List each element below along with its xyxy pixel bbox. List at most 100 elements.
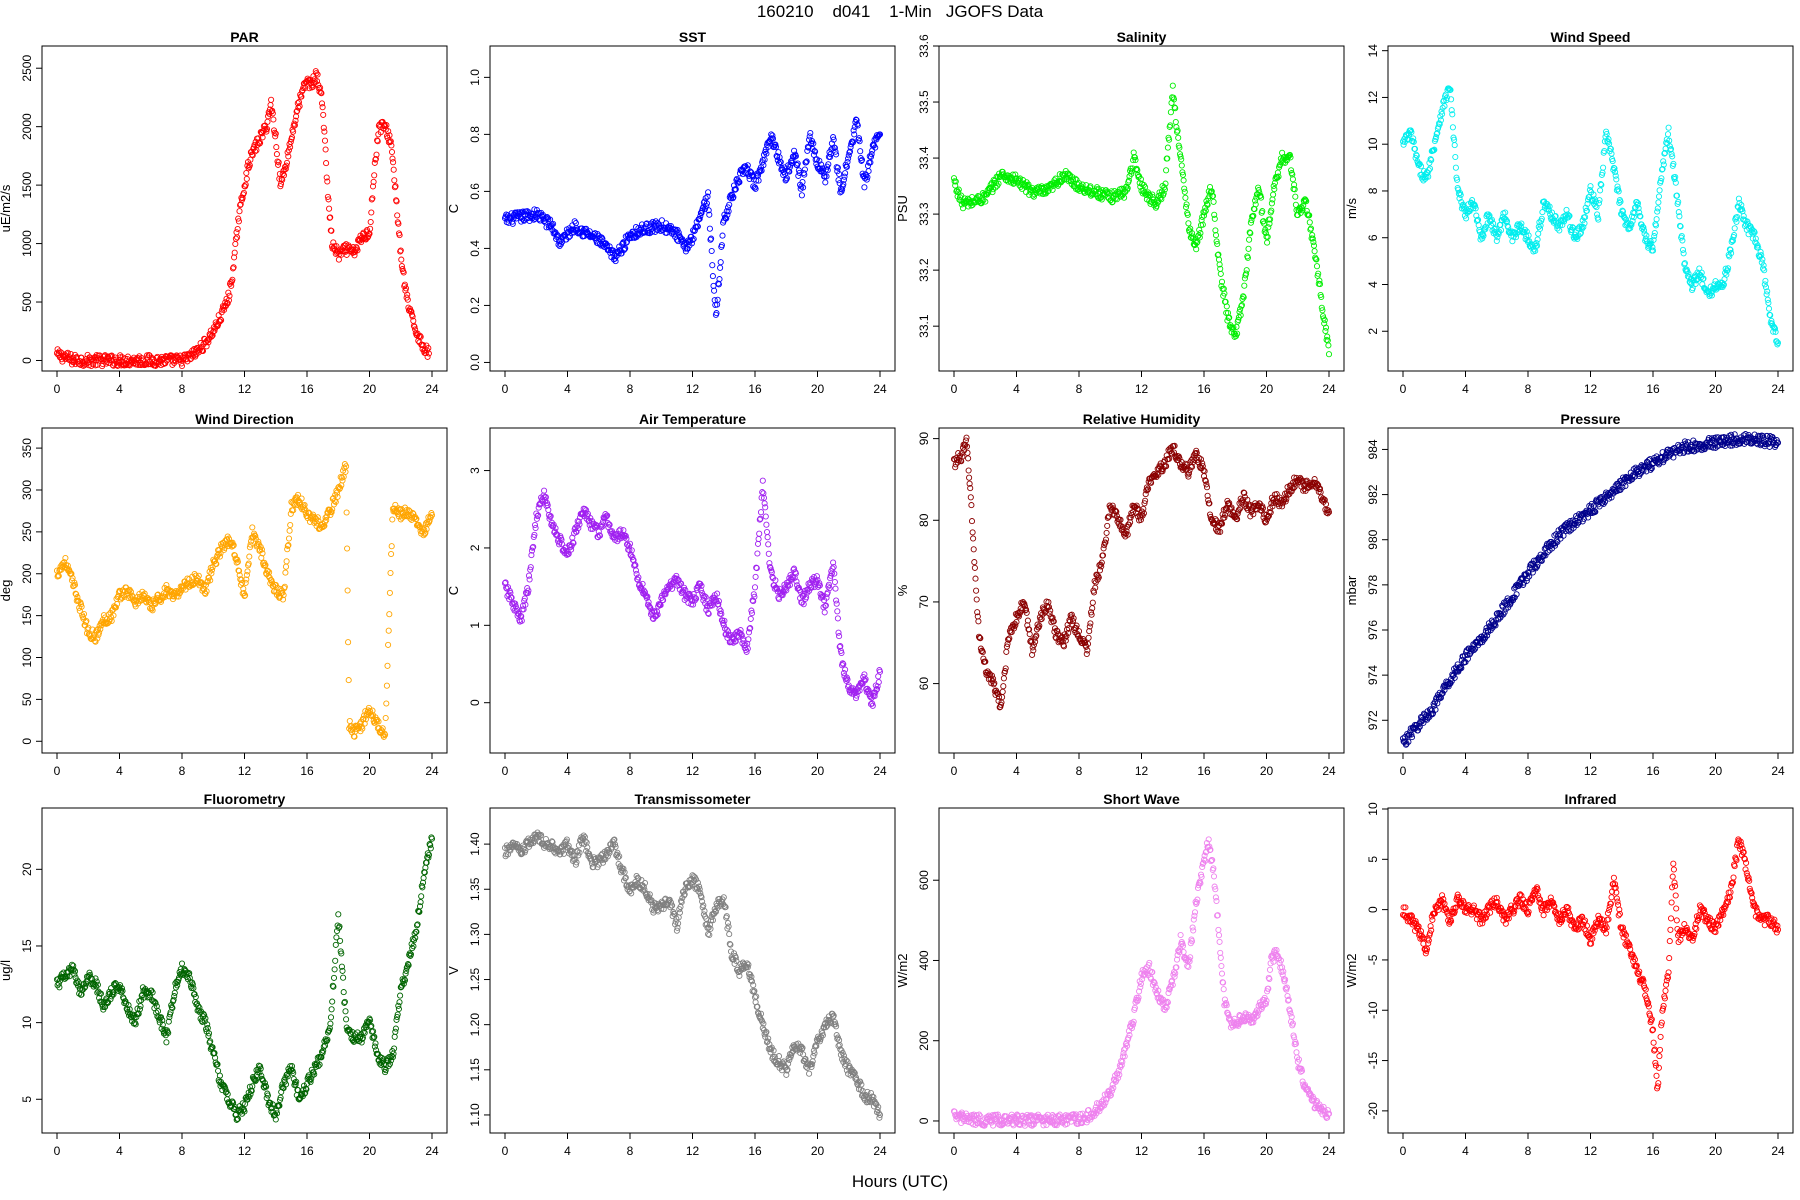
data-point <box>833 600 840 607</box>
data-point <box>294 107 301 114</box>
data-point <box>1655 193 1663 200</box>
x-tick-label: 24 <box>873 764 887 778</box>
data-point <box>232 240 239 248</box>
data-point <box>691 228 698 235</box>
data-point <box>1000 675 1007 682</box>
x-tick-label: 12 <box>1135 764 1149 778</box>
data-point <box>388 543 395 550</box>
data-point <box>1452 153 1459 161</box>
data-point <box>968 502 975 509</box>
data-point <box>872 144 879 151</box>
y-tick-label: 978 <box>1366 575 1380 595</box>
data-point <box>825 161 832 168</box>
data-point <box>757 509 765 516</box>
x-tick-label: 24 <box>1322 382 1336 396</box>
data-point <box>804 147 811 154</box>
data-point <box>215 321 222 328</box>
y-tick-label: 0.4 <box>468 240 482 257</box>
data-point <box>275 159 282 166</box>
data-point <box>867 159 874 166</box>
x-tick-label: 24 <box>425 764 439 778</box>
data-point <box>773 152 780 160</box>
data-point <box>1271 186 1278 193</box>
data-point <box>1452 164 1459 171</box>
data-point <box>371 159 378 166</box>
data-point <box>233 229 240 236</box>
data-point <box>169 361 176 368</box>
data-point <box>354 247 361 254</box>
data-point <box>272 133 279 140</box>
y-tick-label: 300 <box>20 480 34 500</box>
data-point <box>708 235 715 242</box>
data-point <box>417 333 424 340</box>
data-point <box>1451 142 1458 149</box>
data-point <box>602 240 610 247</box>
data-point <box>1172 118 1179 126</box>
x-tick-label: 8 <box>1076 382 1083 396</box>
plot-frame <box>1387 427 1794 754</box>
data-point <box>387 138 394 145</box>
data-point <box>1311 248 1318 255</box>
data-point <box>840 181 847 188</box>
data-point <box>225 289 232 296</box>
data-point <box>706 211 713 218</box>
data-point <box>724 211 731 218</box>
data-point <box>285 153 292 160</box>
y-axis-label: uE/m2/s <box>0 184 13 232</box>
data-point <box>1246 236 1253 243</box>
data-point <box>318 100 326 107</box>
data-point <box>803 158 810 165</box>
data-point <box>1175 134 1182 141</box>
data-point <box>178 360 185 367</box>
x-tick-label: 16 <box>1646 764 1660 778</box>
data-point <box>291 122 298 129</box>
y-tick-label: 4 <box>1366 281 1380 288</box>
plot-frame <box>1387 45 1794 372</box>
data-points <box>950 82 1333 358</box>
x-tick-label: 24 <box>873 382 887 396</box>
data-point <box>189 347 196 354</box>
data-point <box>108 353 115 360</box>
data-point <box>367 218 374 226</box>
x-tick-label: 4 <box>1013 382 1020 396</box>
x-tick-label: 16 <box>300 382 314 396</box>
data-point <box>852 116 860 123</box>
data-point <box>834 164 841 171</box>
data-point <box>827 153 834 161</box>
data-point <box>594 230 601 238</box>
chart-title: Relative Humidity <box>1083 411 1201 427</box>
y-tick-label: 0.6 <box>468 183 482 200</box>
data-point <box>287 521 294 529</box>
data-point <box>319 104 326 111</box>
chart-title: Air Temperature <box>639 411 746 427</box>
data-point <box>777 158 784 166</box>
y-tick-label: 33.6 <box>917 34 931 58</box>
data-point <box>830 136 837 143</box>
data-point <box>834 608 841 615</box>
x-tick-label: 12 <box>238 764 252 778</box>
data-point <box>171 359 178 367</box>
y-tick-label: 974 <box>1366 665 1380 685</box>
y-tick-label: 982 <box>1366 484 1380 504</box>
y-axis-label: deg <box>0 580 13 602</box>
y-tick-label: 0.8 <box>468 126 482 143</box>
data-point <box>257 139 264 147</box>
data-point <box>754 540 762 547</box>
data-point <box>325 196 332 203</box>
data-point <box>234 225 241 233</box>
data-point <box>836 170 843 178</box>
data-point <box>271 129 278 136</box>
data-point <box>417 332 424 339</box>
data-point <box>320 124 327 131</box>
y-tick-label: 10 <box>1366 137 1380 151</box>
data-point <box>269 107 276 114</box>
data-point <box>682 245 689 252</box>
data-point <box>722 214 729 222</box>
data-point <box>1313 263 1321 270</box>
data-point <box>367 225 374 232</box>
data-points <box>501 477 884 709</box>
data-point <box>610 256 617 263</box>
x-tick-label: 4 <box>1013 764 1020 778</box>
